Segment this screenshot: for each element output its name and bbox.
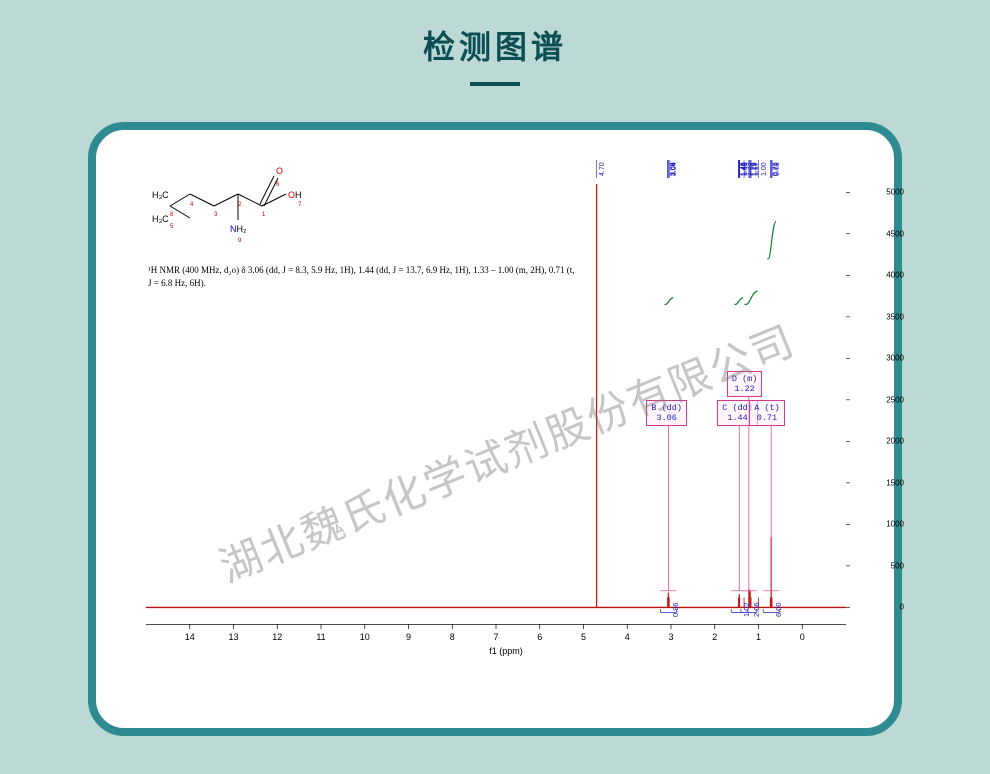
title-section: 检测图谱 bbox=[0, 0, 990, 86]
x-tick-label: 4 bbox=[625, 632, 630, 642]
x-tick-label: 8 bbox=[450, 632, 455, 642]
x-tick-label: 9 bbox=[406, 632, 411, 642]
y-tick-label: 2000 bbox=[886, 437, 904, 446]
y-tick-label: 500 bbox=[891, 561, 904, 570]
x-tick-label: 12 bbox=[272, 632, 282, 642]
peak-annotation-box: D (m)1.22 bbox=[727, 371, 763, 397]
x-tick-label: 14 bbox=[185, 632, 195, 642]
y-tick-label: 5000 bbox=[886, 188, 904, 197]
top-peak-label: 1.00 bbox=[761, 162, 768, 176]
plot-area: H₃C H₃C O OH NH₂ 8 4 3 2 1 6 7 5 9 ¹H NM… bbox=[136, 154, 876, 684]
x-tick-label: 2 bbox=[712, 632, 717, 642]
x-tick-label: 7 bbox=[493, 632, 498, 642]
y-tick-label: 3000 bbox=[886, 354, 904, 363]
top-peak-label: 3.04 bbox=[671, 162, 678, 176]
integral-value-label: 1.02 bbox=[742, 603, 751, 618]
y-tick-label: 2500 bbox=[886, 395, 904, 404]
top-peak-label: 4.70 bbox=[599, 162, 606, 176]
x-tick-label: 13 bbox=[228, 632, 238, 642]
integral-value-label: 0.96 bbox=[671, 603, 680, 618]
x-tick-label: 3 bbox=[668, 632, 673, 642]
y-tick-label: 4500 bbox=[886, 229, 904, 238]
y-tick-label: 1000 bbox=[886, 520, 904, 529]
spectrum-frame: H₃C H₃C O OH NH₂ 8 4 3 2 1 6 7 5 9 ¹H NM… bbox=[88, 122, 902, 736]
y-tick-label: 3500 bbox=[886, 312, 904, 321]
top-peak-label: 0.69 bbox=[774, 162, 781, 176]
x-tick-label: 1 bbox=[756, 632, 761, 642]
integral-value-label: 6.00 bbox=[774, 603, 783, 618]
x-tick-label: 0 bbox=[800, 632, 805, 642]
x-tick-label: 6 bbox=[537, 632, 542, 642]
x-tick-label: 10 bbox=[360, 632, 370, 642]
top-peak-label: 1.17 bbox=[753, 162, 760, 176]
x-tick-label: 5 bbox=[581, 632, 586, 642]
peak-annotation-box: B (dd)3.06 bbox=[646, 400, 687, 426]
page-title: 检测图谱 bbox=[0, 22, 990, 68]
peak-annotation-box: A (t)0.71 bbox=[749, 400, 785, 426]
x-tick-label: 11 bbox=[316, 632, 325, 642]
y-axis-ticks: 0500100015002000250030003500400045005000 bbox=[874, 154, 904, 604]
y-tick-label: 1500 bbox=[886, 478, 904, 487]
y-tick-label: 4000 bbox=[886, 271, 904, 280]
y-tick-label: 0 bbox=[900, 603, 904, 612]
title-underline bbox=[470, 82, 520, 86]
x-axis-label: f1 (ppm) bbox=[489, 646, 523, 656]
integral-value-label: 2.06 bbox=[752, 603, 761, 618]
